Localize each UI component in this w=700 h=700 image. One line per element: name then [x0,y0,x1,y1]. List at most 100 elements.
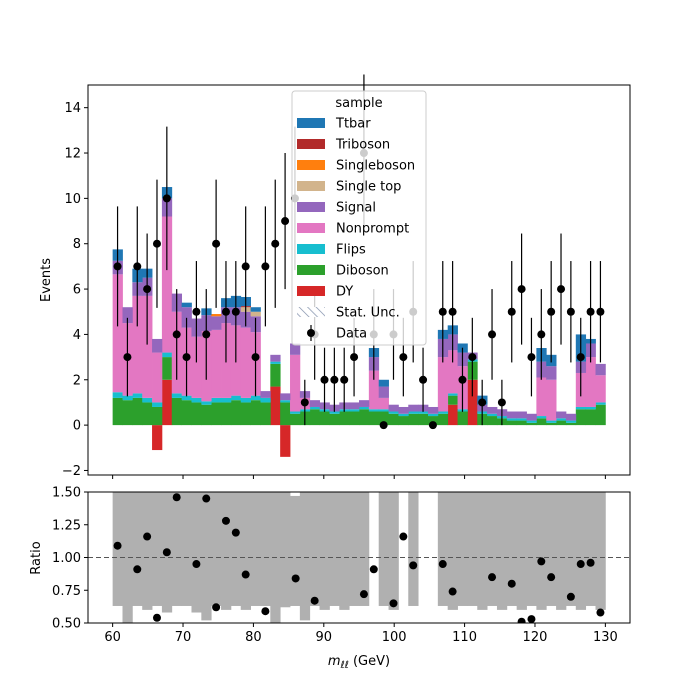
bar-diboson [388,413,399,426]
bar-diboson [457,411,468,426]
bar-diboson [171,397,183,426]
legend-label-signal: Signal [336,201,376,216]
ratio-band-bin [496,492,508,610]
bar-flips [260,397,271,403]
bar-signal [280,393,291,401]
data-point [478,398,487,407]
bar-diboson [447,395,458,405]
ratio-point [547,573,556,582]
legend-swatch-ttbar [297,118,325,128]
bar-diboson [349,411,360,426]
bar-diboson [221,402,232,426]
ratio-point [172,493,181,502]
bar-flips [211,397,222,403]
bar-signal [516,411,527,419]
bar-signal [388,404,399,412]
data-point [576,353,585,362]
bar-signal [565,413,577,421]
ratio-x-tick-label: 100 [382,630,407,645]
data-point [172,330,181,339]
bar-diboson [152,406,163,426]
bar-nonprompt [112,274,123,393]
bar-signal [152,338,163,353]
legend-label-flips: Flips [336,243,366,258]
ratio-band-bin [526,492,537,606]
ratio-band-bin [290,495,301,606]
ratio-y-tick-label: 1.25 [52,518,81,533]
ratio-point [231,528,240,537]
bar-flips [506,418,518,421]
ratio-point [202,494,211,503]
bar-nonprompt [152,352,163,403]
bar-flips [556,418,567,421]
ratio-point [241,570,250,579]
ratio-band-bin [388,492,399,610]
ratio-x-tick-label: 120 [523,630,548,645]
ratio-band-bin [565,492,577,606]
y-tick-label: 4 [73,328,81,343]
ratio-point [310,596,319,605]
bar-signal [506,411,518,419]
bar-diboson [260,402,271,426]
bar-flips [516,418,527,421]
data-point [547,307,556,316]
ratio-y-tick-label: 1.50 [52,486,81,501]
ratio-x-tick-label: 80 [245,630,262,645]
bar-nonprompt [378,397,389,410]
bar-dy [161,379,173,426]
bar-flips [329,411,340,414]
bar-diboson [546,422,557,426]
ratio-y-axis-label: Ratio [29,541,44,574]
bar-diboson [565,422,577,426]
ratio-band-bin [201,492,212,621]
bar-flips [349,409,360,412]
main-panel: −2 0 2 4 6 8 10 12 14 Events [39,74,631,479]
data-point [527,353,536,362]
ratio-band-bin [437,492,449,606]
bar-diboson [132,397,143,426]
ratio-point [152,613,161,622]
bar-flips [546,420,557,423]
bar-diboson [487,416,498,426]
ratio-x-tick-label: 130 [593,630,618,645]
legend-title: sample [335,96,382,111]
data-point [251,353,260,362]
legend-swatch-single-top [297,181,325,191]
bar-flips [378,409,389,412]
data-point [123,353,132,362]
bar-signal [211,316,222,330]
ratio-band-bin [211,492,222,606]
data-point [182,353,191,362]
data-point [231,307,240,316]
bar-diboson [161,357,173,380]
ratio-y-tick-label: 0.75 [52,584,81,599]
bar-nonprompt [585,357,596,407]
data-point [517,285,526,294]
data-point [212,239,221,248]
main-y-axis: −2 0 2 4 6 8 10 12 14 [62,101,88,479]
bar-flips [398,413,409,417]
ratio-band-bin [181,492,192,606]
bar-nonprompt [142,295,153,398]
bar-nonprompt [595,375,606,403]
ratio-band-bin [329,492,340,606]
ratio-band-bin [152,492,163,606]
legend-swatch-dy [297,286,325,296]
bar-nonprompt [211,329,222,398]
y-tick-label: 8 [73,237,81,252]
ratio-point [576,560,585,569]
bar-flips [408,411,419,414]
ratio-point [212,603,221,612]
bar-nonprompt [290,354,301,412]
ratio-band-bin [171,492,183,606]
bar-dy [447,404,458,426]
ratio-band-bin [250,492,261,606]
bar-nonprompt [546,379,557,421]
bar-diboson [280,402,291,426]
bar-ttbar [378,379,389,387]
ratio-band-bin [595,492,606,610]
bar-diboson [418,413,429,426]
ratio-point [448,587,457,596]
ratio-band-bin [477,492,488,610]
data-point [340,375,349,384]
